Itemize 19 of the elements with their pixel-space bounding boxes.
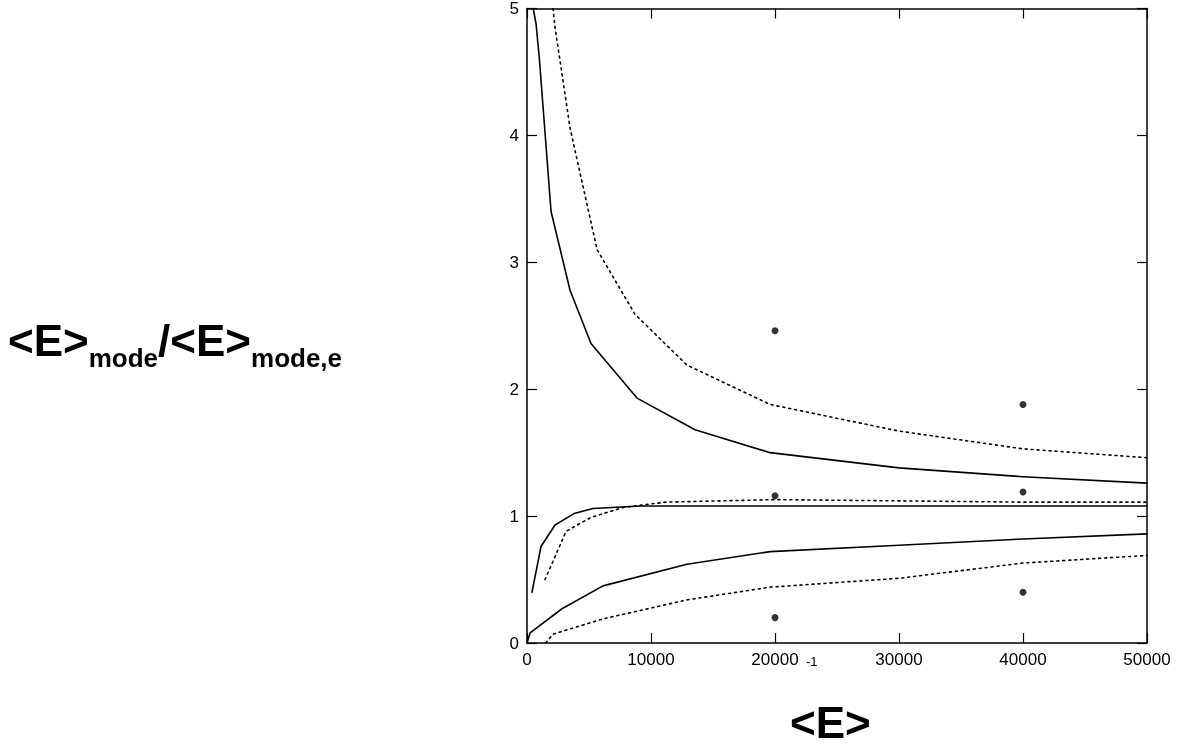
point (771, 327, 779, 335)
point (771, 614, 779, 622)
point (1019, 588, 1027, 596)
y-tick-label: 1 (509, 506, 519, 526)
text: -1 (806, 654, 818, 669)
point (1019, 400, 1027, 408)
x-tick-label: 20000 (751, 650, 799, 669)
x-tick-label: 10000 (627, 650, 675, 669)
x-tick-label: 30000 (875, 650, 923, 669)
y-tick-label: 2 (509, 379, 519, 399)
y-tick-label: 4 (509, 125, 519, 145)
y-tick-label: 0 (509, 633, 519, 653)
x-axis-title: <E> (790, 697, 871, 747)
x-tick-label: 0 (522, 650, 532, 669)
y-tick-label: 5 (509, 0, 519, 18)
x-tick-label: 50000 (1123, 650, 1171, 669)
x-tick-label: 40000 (999, 650, 1047, 669)
point (771, 492, 779, 500)
y-tick-label: 3 (509, 252, 519, 272)
